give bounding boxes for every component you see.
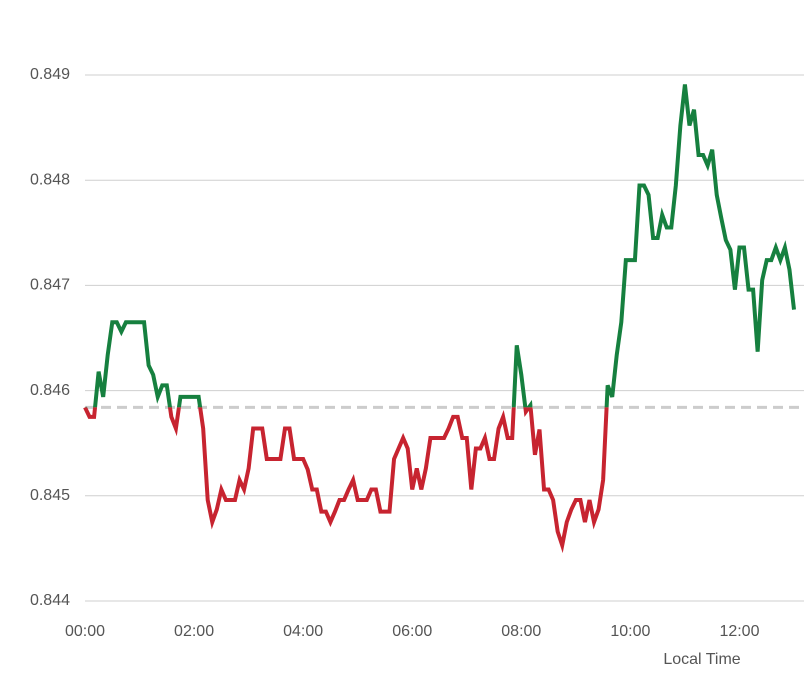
line-below (83, 407, 609, 554)
x-tick-label: 08:00 (501, 623, 541, 640)
x-tick-label: 04:00 (283, 623, 323, 640)
y-tick-label: 0.845 (30, 487, 70, 504)
y-tick-label: 0.847 (30, 277, 70, 294)
y-tick-label: 0.844 (30, 592, 70, 609)
y-tick-label: 0.846 (30, 382, 70, 399)
x-axis-label: Local Time (663, 651, 740, 668)
x-tick-label: 00:00 (65, 623, 105, 640)
x-tick-label: 12:00 (719, 623, 759, 640)
x-tick-label: 02:00 (174, 623, 214, 640)
line-above (84, 84, 796, 408)
x-tick-label: 10:00 (610, 623, 650, 640)
x-tick-label: 06:00 (392, 623, 432, 640)
y-tick-label: 0.849 (30, 66, 70, 83)
y-tick-label: 0.848 (30, 171, 70, 188)
